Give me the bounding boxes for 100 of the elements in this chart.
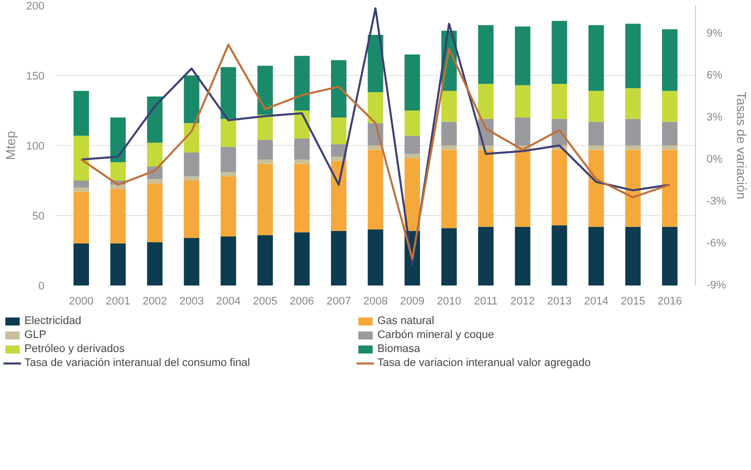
y2-tick-label: 3% [706, 112, 723, 124]
bar [184, 176, 200, 180]
bar [404, 158, 420, 231]
bar [330, 160, 346, 231]
bar [220, 146, 236, 172]
bar [184, 123, 200, 152]
x-tick-label: 2000 [69, 296, 94, 308]
bar [588, 226, 604, 286]
bar [220, 118, 236, 147]
bar [625, 150, 641, 227]
legend-label: Tasa de variacion interanual valor agregado [377, 357, 592, 369]
y2-tick-label: 6% [706, 70, 723, 82]
x-tick-label: 2014 [584, 296, 608, 308]
legend-label: Petróleo y derivados [24, 343, 126, 355]
bar [625, 118, 641, 146]
legend-label: Biomasa [377, 343, 422, 355]
y-tick-label: 0 [38, 280, 45, 292]
bar [625, 146, 641, 150]
bar [294, 138, 310, 160]
y-tick-label: 150 [26, 70, 45, 82]
bar [74, 180, 89, 188]
bar [257, 164, 273, 236]
bar [257, 66, 273, 115]
x-tick-label: 2005 [252, 296, 278, 308]
bar [404, 54, 420, 110]
y2-axis-title: Tasas de variación [734, 92, 750, 200]
bar [110, 188, 126, 244]
x-tick-label: 2008 [363, 296, 388, 308]
bar [110, 118, 126, 162]
y2-tick-label: 0% [706, 154, 723, 166]
bar [74, 192, 89, 244]
y2-tick-label: 9% [706, 28, 723, 40]
x-tick-label: 2016 [658, 296, 682, 308]
x-tick-label: 2004 [216, 296, 241, 308]
bar [147, 142, 163, 166]
bar [257, 140, 273, 160]
bar [441, 90, 457, 122]
y2-tick-label: -9% [706, 280, 726, 292]
bar [110, 244, 126, 286]
bar [330, 144, 346, 157]
bar [662, 150, 678, 227]
bar [257, 114, 273, 140]
bar [588, 150, 604, 227]
bar [588, 90, 604, 122]
legend-label: Electricidad [24, 315, 82, 327]
bar [368, 230, 384, 286]
y-tick-label: 50 [32, 210, 45, 222]
x-tick-label: 2002 [142, 296, 168, 308]
bar [74, 188, 89, 192]
bar [294, 160, 310, 164]
legend-label: Carbón mineral y coque [377, 329, 496, 341]
x-tick-label: 2001 [106, 296, 130, 308]
bar [625, 226, 641, 286]
legend-label: Gas natural [377, 315, 436, 327]
x-tick-label: 2010 [436, 296, 462, 308]
bar [74, 90, 89, 136]
bar [552, 20, 568, 84]
bar [294, 232, 310, 286]
y-axis-title: Mtep [3, 131, 18, 160]
bar [441, 150, 457, 228]
bar [220, 176, 236, 236]
bar [110, 162, 126, 180]
bar [368, 150, 384, 230]
bar [330, 118, 346, 144]
x-tick-label: 2009 [400, 296, 425, 308]
bar [478, 25, 494, 84]
line-series [80, 7, 671, 266]
bar [147, 96, 163, 143]
bar [147, 183, 163, 242]
bar [552, 225, 568, 286]
bar [184, 76, 200, 124]
y-tick-label: 200 [26, 0, 45, 12]
bar [478, 226, 494, 286]
bar [662, 90, 678, 122]
bar [74, 136, 89, 180]
bar [441, 146, 457, 150]
bar [441, 122, 457, 146]
y-tick-label: 100 [26, 140, 45, 152]
bar [110, 184, 126, 189]
bar [257, 235, 273, 286]
bar [478, 150, 494, 227]
bar [662, 29, 678, 91]
bar [147, 242, 163, 286]
bar [552, 150, 568, 226]
bar [588, 25, 604, 91]
bar [662, 146, 678, 150]
bar [514, 150, 530, 227]
legend-label: GLP [24, 329, 48, 341]
bar [330, 230, 346, 286]
bar [662, 122, 678, 146]
x-tick-label: 2007 [326, 296, 351, 308]
bar [514, 26, 530, 86]
bar [478, 84, 494, 119]
y2-tick-label: -6% [706, 238, 726, 250]
bar [184, 238, 200, 286]
x-tick-label: 2015 [620, 296, 646, 308]
bar [588, 146, 604, 150]
x-tick-label: 2011 [474, 296, 498, 308]
bar [220, 236, 236, 286]
line-series [80, 44, 671, 260]
